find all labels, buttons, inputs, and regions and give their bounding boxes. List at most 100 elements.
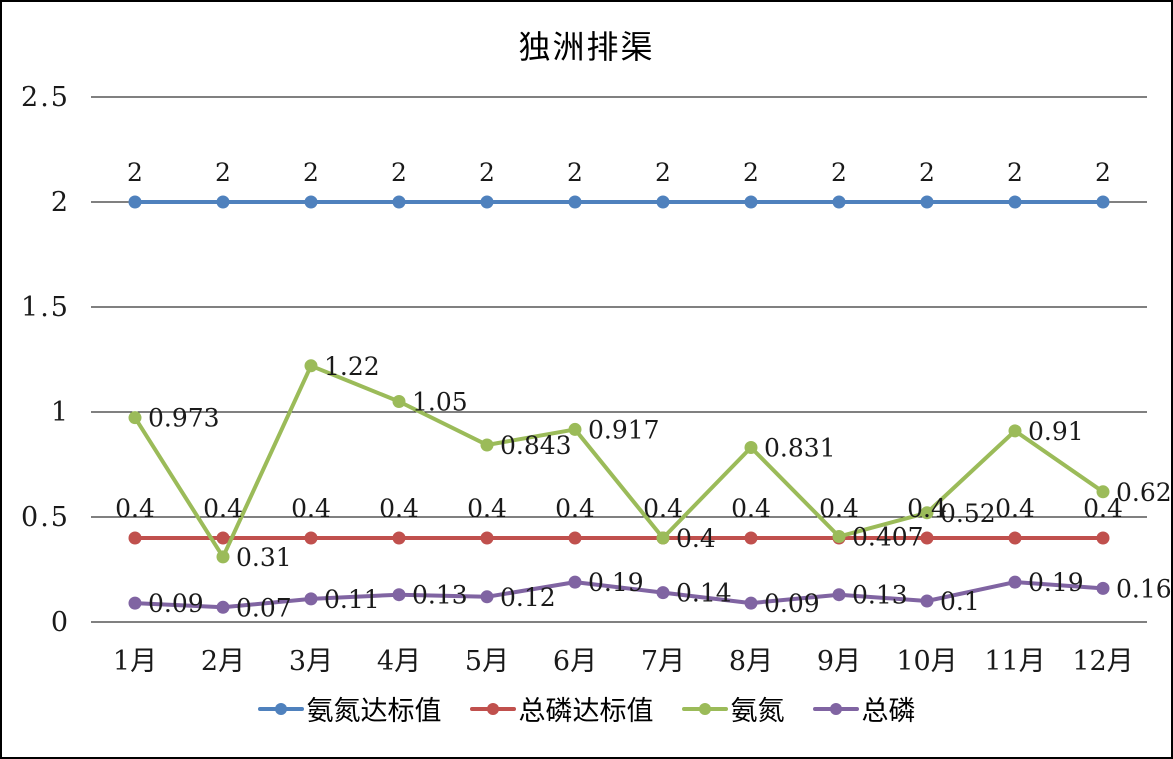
data-label: 0.19 — [588, 568, 644, 597]
data-label: 0.16 — [1116, 574, 1172, 603]
data-label: 0.07 — [236, 593, 292, 622]
data-label: 1.22 — [324, 352, 380, 381]
data-point — [744, 440, 758, 454]
data-point — [656, 195, 670, 209]
data-point — [128, 195, 142, 209]
legend-label: 总磷 — [861, 696, 916, 727]
data-point — [304, 195, 318, 209]
x-axis-tick-label: 3月 — [289, 646, 333, 677]
data-point — [1096, 485, 1110, 499]
x-axis-tick-label: 1月 — [113, 646, 157, 677]
data-label: 0.4 — [819, 494, 859, 523]
legend-marker-icon — [681, 702, 728, 716]
x-axis-tick-label: 5月 — [465, 646, 509, 677]
data-label: 0.12 — [500, 583, 556, 612]
legend-label: 氨氮达标值 — [306, 696, 442, 727]
data-point — [656, 586, 670, 600]
x-axis-tick-label: 2月 — [201, 646, 245, 677]
data-label: 0.831 — [764, 433, 836, 462]
data-point — [392, 588, 406, 602]
data-label: 2 — [303, 158, 319, 187]
data-label: 0.4 — [643, 494, 683, 523]
data-label: 0.917 — [588, 415, 660, 444]
data-point — [392, 531, 406, 545]
x-axis-tick-label: 8月 — [729, 646, 773, 677]
data-point — [920, 506, 934, 520]
data-point — [480, 531, 494, 545]
chart-legend: 氨氮达标值 总磷达标值 氨氮 总磷 — [2, 689, 1171, 728]
data-label: 0.52 — [940, 499, 996, 528]
data-label: 0.4 — [676, 524, 716, 553]
x-axis-tick-label: 6月 — [553, 646, 597, 677]
data-label: 0.407 — [852, 523, 924, 552]
data-point — [832, 195, 846, 209]
data-label: 2 — [215, 158, 231, 187]
data-point — [1096, 581, 1110, 595]
line-chart-plot-area: 0 0.5 1 1.5 2 2.5 1月 2月 3月 4月 5月 6月 7月 8月 9月 10月 11月 12月 2… — [21, 82, 1172, 677]
data-point — [128, 411, 142, 425]
data-point — [304, 359, 318, 373]
data-point — [656, 531, 670, 545]
data-label: 0.4 — [291, 494, 331, 523]
data-label: 0.13 — [852, 581, 908, 610]
x-axis-tick-label: 7月 — [641, 646, 685, 677]
data-point — [216, 600, 230, 614]
data-point — [392, 195, 406, 209]
x-axis-tick-label: 9月 — [817, 646, 861, 677]
data-label: 2 — [831, 158, 847, 187]
data-point — [920, 195, 934, 209]
data-point — [1096, 195, 1110, 209]
data-point — [216, 550, 230, 564]
series-line-总磷 — [133, 580, 1105, 610]
data-point — [480, 438, 494, 452]
data-label: 0.13 — [412, 581, 468, 610]
y-axis-tick-label: 0.5 — [21, 502, 70, 533]
data-point — [216, 195, 230, 209]
data-label: 0.09 — [148, 589, 204, 618]
legend-label: 总磷达标值 — [518, 696, 654, 727]
data-label: 0.4 — [379, 494, 419, 523]
y-axis-tick-label: 2 — [51, 187, 70, 218]
data-label: 2 — [391, 158, 407, 187]
data-point — [832, 588, 846, 602]
data-label: 2 — [743, 158, 759, 187]
x-axis-tick-label: 11月 — [984, 646, 1045, 677]
y-axis-tick-label: 2.5 — [21, 82, 70, 113]
data-label: 0.14 — [676, 579, 732, 608]
data-label: 0.4 — [203, 494, 243, 523]
legend-item-总磷: 总磷 — [812, 689, 916, 728]
data-label: 2 — [479, 158, 495, 187]
data-label: 2 — [1007, 158, 1023, 187]
legend-label: 氨氮 — [730, 696, 785, 727]
data-point — [920, 531, 934, 545]
data-point — [304, 531, 318, 545]
data-point — [744, 596, 758, 610]
legend-marker-icon — [812, 702, 859, 716]
data-label: 0.19 — [1028, 568, 1084, 597]
data-point — [744, 195, 758, 209]
data-label: 0.4 — [555, 494, 595, 523]
legend-item-氨氮: 氨氮 — [681, 689, 785, 728]
data-label: 0.11 — [324, 585, 380, 614]
data-label: 0.4 — [1083, 494, 1123, 523]
data-label: 0.973 — [148, 404, 220, 433]
data-point — [128, 531, 142, 545]
data-point — [1008, 195, 1022, 209]
data-point — [568, 195, 582, 209]
data-point — [1096, 531, 1110, 545]
data-point — [128, 596, 142, 610]
data-point — [1008, 424, 1022, 438]
data-point — [392, 395, 406, 408]
y-axis-tick-label: 1.5 — [21, 292, 70, 323]
data-label: 0.4 — [731, 494, 771, 523]
data-label: 0.843 — [500, 431, 572, 460]
y-axis-tick-label: 1 — [51, 397, 70, 428]
data-label: 0.1 — [940, 587, 980, 616]
data-point — [832, 530, 846, 544]
data-label: 0.09 — [764, 589, 820, 618]
data-label: 0.31 — [236, 543, 292, 572]
data-point — [480, 590, 494, 604]
x-axis-tick-label: 4月 — [377, 646, 421, 677]
data-point — [216, 531, 230, 545]
